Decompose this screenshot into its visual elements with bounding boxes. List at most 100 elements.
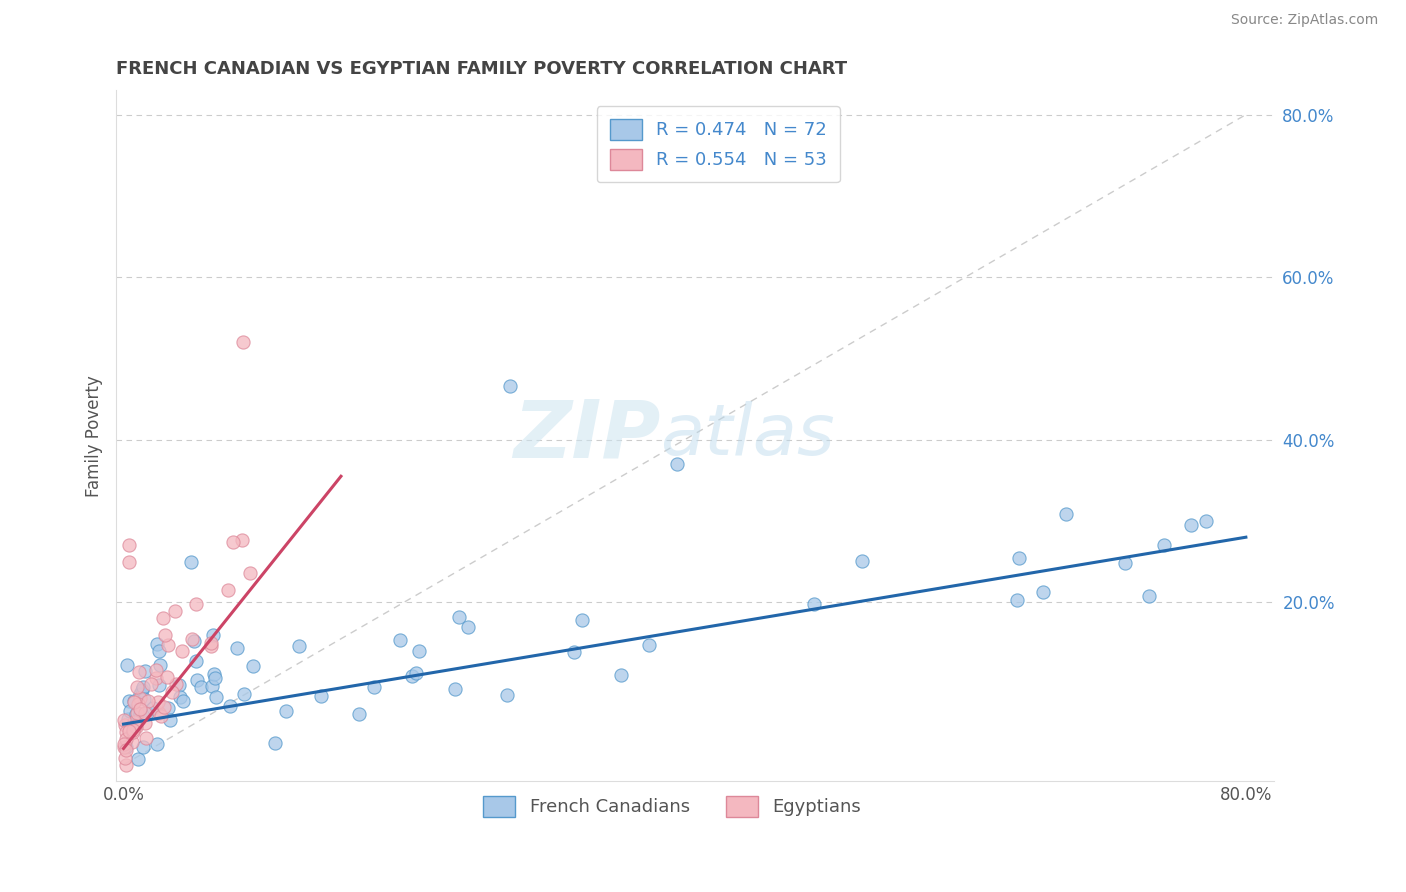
Point [128,690,150,705]
Point [122,696,145,710]
Point [114,718,136,732]
Point [125,720,148,734]
Point [142,701,165,715]
Point [122,694,145,708]
Point [571,613,593,627]
Point [149,709,172,723]
Point [222,535,245,549]
Point [457,620,479,634]
Point [148,694,170,708]
Point [118,555,141,569]
Point [117,712,139,726]
Point [180,632,202,647]
Point [205,690,228,704]
Point [129,702,152,716]
Point [127,697,149,711]
Point [172,694,194,708]
Point [443,681,465,696]
Point [1195,514,1218,528]
Point [152,611,174,625]
Point [1153,538,1175,552]
Point [114,751,136,765]
Point [388,633,411,648]
Point [112,713,135,727]
Point [127,706,149,720]
Point [349,707,371,722]
Point [155,628,177,642]
Point [122,714,145,729]
Point [118,723,141,738]
Point [134,664,156,678]
Point [127,751,149,765]
Point [129,707,152,722]
Point [135,731,157,745]
Point [200,635,222,649]
Point [156,670,179,684]
Point [122,725,145,739]
Point [129,687,152,701]
Point [112,740,135,755]
Point [204,671,226,685]
Point [118,538,141,552]
Point [148,706,170,721]
Point [184,654,207,668]
Point [242,659,264,673]
Point [145,664,167,678]
Legend: French Canadians, Egyptians: French Canadians, Egyptians [475,789,869,824]
Point [496,688,519,702]
Point [172,643,194,657]
Point [157,638,180,652]
Point [128,665,150,680]
Point [231,533,253,547]
Point [118,693,141,707]
Point [115,725,138,739]
Point [115,658,138,673]
Point [159,713,181,727]
Point [190,680,212,694]
Point [165,604,187,618]
Point [638,638,661,652]
Point [202,627,225,641]
Point [145,672,167,686]
Point [202,667,225,681]
Point [200,639,222,653]
Point [134,715,156,730]
Point [263,736,285,750]
Point [167,677,190,691]
Text: FRENCH CANADIAN VS EGYPTIAN FAMILY POVERTY CORRELATION CHART: FRENCH CANADIAN VS EGYPTIAN FAMILY POVER… [117,60,848,78]
Point [1008,551,1031,566]
Point [562,645,585,659]
Point [233,687,256,701]
Point [148,644,170,658]
Point [239,566,262,580]
Point [201,679,224,693]
Point [180,555,202,569]
Point [1054,508,1077,522]
Point [146,637,169,651]
Point [132,692,155,706]
Y-axis label: Family Poverty: Family Poverty [86,375,103,497]
Point [131,682,153,697]
Point [225,640,247,655]
Point [149,658,172,673]
Point [401,669,423,683]
Point [125,680,148,694]
Point [1180,517,1202,532]
Point [309,689,332,703]
Point [1005,593,1028,607]
Point [124,719,146,733]
Point [125,706,148,721]
Text: ZIP: ZIP [513,397,661,475]
Point [363,681,385,695]
Point [114,757,136,772]
Point [1114,556,1136,570]
Point [120,704,142,718]
Point [153,700,176,714]
Point [160,685,183,699]
Point [112,737,135,751]
Point [115,731,138,746]
Point [186,673,208,688]
Text: Source: ZipAtlas.com: Source: ZipAtlas.com [1230,13,1378,28]
Point [136,706,159,721]
Point [169,690,191,704]
